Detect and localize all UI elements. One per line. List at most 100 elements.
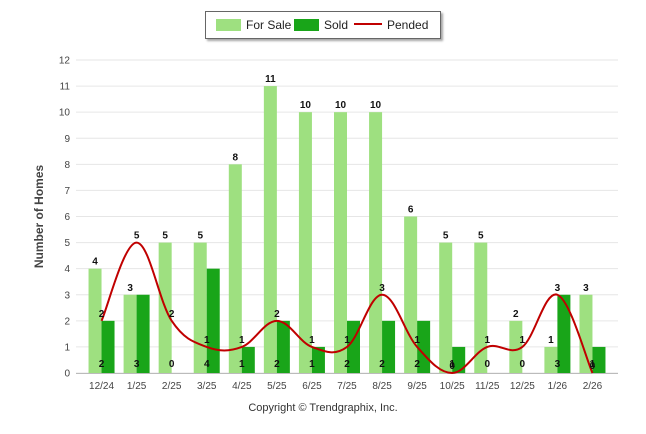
data-label-sold-1/25: 3 (134, 359, 140, 370)
legend-label-for-sale: For Sale (246, 18, 292, 32)
data-label-for-sale-3/25: 5 (197, 231, 203, 242)
legend-label-pended: Pended (387, 18, 429, 32)
data-label-for-sale-2/26: 3 (583, 283, 589, 294)
data-label-sold-5/25: 2 (274, 359, 280, 370)
data-label-pended-1/25: 5 (134, 231, 140, 242)
y-tick-label-0: 0 (64, 369, 70, 380)
bar-sold-12/24 (101, 320, 115, 373)
data-label-pended-3/25: 1 (204, 335, 210, 346)
data-label-pended-10/25: 0 (449, 361, 455, 372)
data-label-pended-12/24: 2 (99, 309, 105, 320)
y-axis-label: Number of Homes (32, 165, 46, 269)
bar-for-sale-6/25 (298, 112, 312, 374)
copyright-footer: Copyright © Trendgraphix, Inc. (248, 402, 398, 414)
x-tick-label-10/25: 10/25 (440, 381, 465, 392)
legend-swatch-sold (294, 19, 319, 31)
data-label-pended-8/25: 3 (379, 283, 385, 294)
bar-for-sale-1/26 (544, 346, 558, 373)
data-label-for-sale-7/25: 10 (335, 100, 347, 111)
x-tick-label-1/25: 1/25 (127, 381, 147, 392)
data-label-pended-1/26: 3 (555, 283, 561, 294)
line-pended (100, 241, 594, 375)
data-label-sold-3/25: 4 (204, 359, 210, 370)
chart-legend: For Sale Sold Pended (205, 11, 441, 39)
data-label-sold-11/25: 0 (484, 359, 490, 370)
x-tick-label-8/25: 8/25 (372, 381, 392, 392)
data-label-pended-2/25: 2 (169, 309, 175, 320)
data-label-sold-8/25: 2 (379, 359, 385, 370)
bar-for-sale-1/25 (123, 294, 137, 373)
data-label-for-sale-5/25: 11 (265, 74, 276, 85)
legend-swatch-pended (354, 23, 382, 25)
data-label-for-sale-9/25: 6 (408, 205, 414, 216)
data-label-pended-11/25: 1 (484, 335, 490, 346)
y-tick-label-10: 10 (59, 108, 71, 119)
x-tick-label-5/25: 5/25 (267, 381, 287, 392)
bar-for-sale-4/25 (228, 164, 242, 373)
y-tick-label-8: 8 (64, 160, 70, 171)
bar-for-sale-11/25 (474, 242, 488, 373)
bar-for-sale-5/25 (263, 86, 277, 373)
legend-swatch-for-sale (216, 19, 241, 31)
bar-for-sale-10/25 (439, 242, 453, 373)
y-tick-label-2: 2 (64, 316, 70, 327)
x-tick-label-11/25: 11/25 (475, 381, 500, 392)
x-tick-label-12/24: 12/24 (89, 381, 114, 392)
y-tick-label-12: 12 (59, 56, 71, 67)
x-tick-label-6/25: 6/25 (302, 381, 322, 392)
data-label-for-sale-6/25: 10 (300, 100, 312, 111)
data-label-for-sale-10/25: 5 (443, 231, 449, 242)
data-label-sold-12/25: 0 (520, 359, 526, 370)
data-label-pended-2/26: 0 (590, 361, 596, 372)
y-tick-label-9: 9 (64, 134, 70, 145)
bar-sold-6/25 (311, 346, 325, 373)
legend-item-for-sale[interactable]: For Sale (216, 18, 291, 32)
data-label-for-sale-11/25: 5 (478, 231, 484, 242)
data-label-pended-7/25: 1 (344, 335, 350, 346)
data-label-for-sale-4/25: 8 (233, 152, 239, 163)
x-tick-label-12/25: 12/25 (510, 381, 535, 392)
y-tick-label-5: 5 (64, 238, 70, 249)
y-tick-label-6: 6 (64, 212, 70, 223)
bar-for-sale-8/25 (369, 112, 383, 374)
data-label-pended-9/25: 1 (414, 335, 420, 346)
bar-for-sale-12/24 (88, 268, 102, 373)
data-label-sold-2/25: 0 (169, 359, 175, 370)
bar-sold-8/25 (382, 320, 396, 373)
data-label-sold-7/25: 2 (344, 359, 350, 370)
y-tick-label-7: 7 (64, 186, 70, 197)
bar-sold-4/25 (241, 346, 255, 373)
x-tick-label-1/26: 1/26 (548, 381, 568, 392)
legend-item-sold[interactable]: Sold (294, 18, 348, 32)
legend-item-pended[interactable]: Pended (354, 18, 428, 32)
bar-sold-10/25 (452, 346, 466, 373)
bar-for-sale-12/25 (509, 320, 523, 373)
y-tick-label-4: 4 (64, 264, 70, 275)
x-tick-label-4/25: 4/25 (232, 381, 252, 392)
data-label-for-sale-8/25: 10 (370, 100, 382, 111)
bar-for-sale-3/25 (193, 242, 207, 373)
data-label-for-sale-12/25: 2 (513, 309, 519, 320)
x-tick-label-2/26: 2/26 (583, 381, 603, 392)
x-tick-label-9/25: 9/25 (407, 381, 427, 392)
y-tick-label-1: 1 (64, 342, 70, 353)
bar-sold-9/25 (417, 320, 431, 373)
data-label-pended-4/25: 1 (239, 335, 245, 346)
x-tick-label-2/25: 2/25 (162, 381, 182, 392)
data-label-for-sale-12/24: 4 (92, 257, 98, 268)
x-tick-label-3/25: 3/25 (197, 381, 217, 392)
data-label-sold-1/26: 3 (555, 359, 561, 370)
y-tick-label-11: 11 (60, 82, 71, 93)
data-label-sold-4/25: 1 (239, 359, 245, 370)
legend-label-sold: Sold (324, 18, 349, 32)
data-label-sold-10/25: 1 (449, 359, 455, 370)
data-label-sold-6/25: 1 (309, 359, 315, 370)
data-label-for-sale-1/25: 3 (127, 283, 133, 294)
data-label-pended-12/25: 1 (520, 335, 526, 346)
data-label-for-sale-2/25: 5 (162, 231, 168, 242)
x-tick-label-7/25: 7/25 (337, 381, 357, 392)
data-label-sold-2/26: 1 (590, 359, 596, 370)
bar-sold-1/26 (557, 294, 571, 373)
bar-for-sale-2/26 (579, 294, 593, 373)
